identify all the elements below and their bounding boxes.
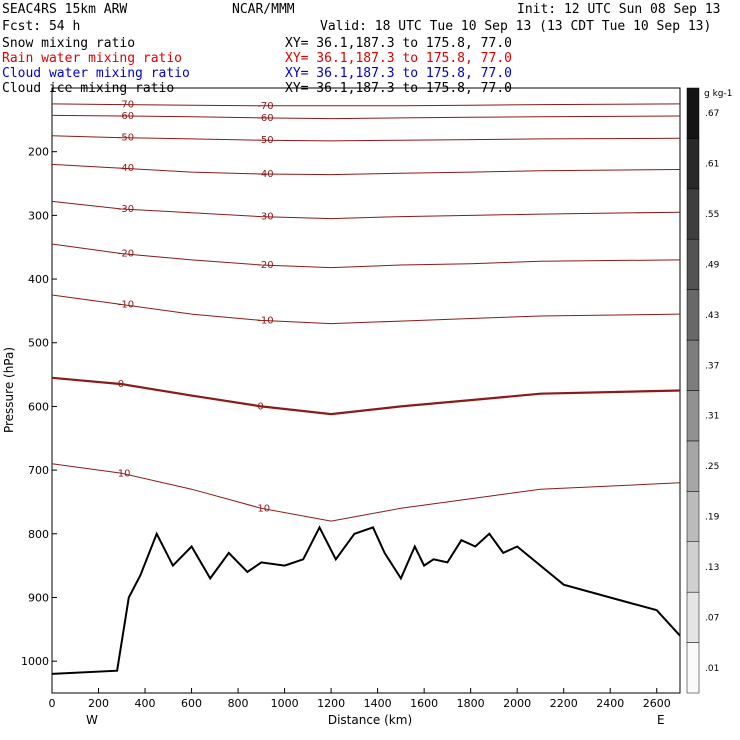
isotherm-label-minus50-2: -50: [257, 135, 273, 146]
colorbar-swatch: [686, 87, 700, 139]
x-tick-label: 400: [135, 697, 156, 710]
isotherm-label-minus60-2: -60: [257, 113, 273, 124]
isotherm-minus70: [51, 103, 681, 107]
valid-label: Valid: 18 UTC Tue 10 Sep 13 (13 CDT Tue …: [320, 19, 711, 34]
init-label: Init: 12 UTC Sun 08 Sep 13: [517, 2, 721, 17]
isotherm-minus20: [51, 243, 681, 269]
y-tick-label: 500: [28, 337, 49, 350]
colorbar-swatch: [686, 591, 700, 643]
plot-frame: [51, 87, 681, 694]
colorbar-tick-label: .31: [705, 412, 719, 422]
x-end-label-west: W: [86, 713, 98, 727]
y-tick-label: 800: [28, 528, 49, 541]
x-tick-label: 1000: [271, 697, 299, 710]
isotherm-label-minus70-2: -70: [257, 101, 273, 112]
y-tick-label: 700: [28, 464, 49, 477]
plot-area: -70 -70-60 -60-50 -50-40-40-30-30-20-20-10-…: [21, 87, 681, 710]
isotherm-minus30: [51, 200, 681, 220]
x-tick-label: 2600: [643, 697, 671, 710]
isotherm-label-minus30: -30: [118, 204, 134, 215]
isotherm-label-10: 10: [118, 468, 131, 479]
isotherm-minus40: [51, 163, 681, 176]
legend-cloudwater-xy: XY= 36.1,187.3 to 175.8, 77.0: [285, 66, 512, 81]
isotherm-label-minus70: -70: [118, 100, 134, 111]
colorbar-tick-label: .67: [705, 109, 719, 119]
terrain-line: [51, 525, 681, 675]
isotherm-minus10: [51, 294, 681, 325]
y-tick-label: 300: [28, 209, 49, 222]
colorbar-swatch: [686, 440, 700, 492]
y-tick-label: 1000: [21, 655, 49, 668]
colorbar-tick-label: .55: [705, 210, 719, 220]
isotherm-label-minus10-2: -10: [257, 315, 273, 326]
fcst-label: Fcst: 54 h: [2, 19, 80, 34]
colorbar-swatch: [686, 541, 700, 593]
x-end-label-east: E: [657, 713, 665, 727]
x-tick-label: 1400: [364, 697, 392, 710]
colorbar-swatch: [686, 188, 700, 240]
isotherm-label-minus20: -20: [118, 249, 134, 260]
x-tick-label: 0: [49, 697, 56, 710]
x-tick-label: 800: [228, 697, 249, 710]
isotherm-label-0-2: 0: [257, 401, 263, 412]
isotherm-10: [51, 463, 681, 522]
isotherm-label-minus20-2: -20: [257, 260, 273, 271]
colorbar-tick-label: .61: [705, 160, 719, 170]
isotherm-minus60: [51, 114, 681, 120]
isotherm-0: [51, 376, 681, 416]
colorbar-swatch: [686, 239, 700, 290]
colorbar-tick-label: .13: [705, 563, 719, 573]
y-tick-label: 600: [28, 400, 49, 413]
model-title: SEAC4RS 15km ARW: [2, 2, 127, 17]
colorbar-tick-label: .19: [705, 513, 720, 523]
x-tick-label: 600: [181, 697, 202, 710]
center-label: NCAR/MMM: [232, 2, 295, 17]
colorbar-unit: g kg-1: [704, 89, 732, 99]
legend-rain-xy: XY= 36.1,187.3 to 175.8, 77.0: [285, 51, 512, 66]
x-tick-label: 2000: [503, 697, 531, 710]
x-tick-label: 2200: [550, 697, 578, 710]
legend-snow-xy: XY= 36.1,187.3 to 175.8, 77.0: [285, 36, 512, 51]
colorbar-tick-label: .37: [705, 361, 719, 371]
isotherm-label-minus30-2: -30: [257, 212, 273, 223]
colorbar-tick-label: .01: [705, 664, 719, 674]
isotherm-label-minus40-2: -40: [257, 169, 273, 180]
legend-cloudwater-name: Cloud water mixing ratio: [2, 66, 190, 81]
colorbar-tick-label: .49: [705, 260, 720, 270]
x-axis-label: Distance (km): [328, 713, 412, 727]
y-axis-label: Pressure (hPa): [2, 347, 16, 433]
x-tick-label: 1600: [410, 697, 438, 710]
y-tick-label: 400: [28, 273, 49, 286]
colorbar-swatch: [686, 138, 700, 190]
isotherm-label-10-2: 10: [257, 503, 270, 514]
colorbar-tick-label: .25: [705, 462, 719, 472]
legend-rain-name: Rain water mixing ratio: [2, 51, 182, 66]
colorbar-swatch: [686, 491, 700, 543]
isotherm-label-minus10: -10: [118, 300, 134, 311]
x-tick-label: 1800: [457, 697, 485, 710]
legend-snow-name: Snow mixing ratio: [2, 36, 135, 51]
colorbar-swatch: [686, 339, 700, 391]
colorbar-tick-label: .07: [705, 613, 719, 623]
isotherm-label-minus50: -50: [118, 133, 134, 144]
isotherm-label-minus40: -40: [118, 163, 134, 174]
colorbar: .01 .07 .13 .19 .25 .31 .37 .43 .49 .55 .61 .67: [686, 87, 720, 694]
x-tick-label: 2400: [596, 697, 624, 710]
y-tick-label: 900: [28, 591, 49, 604]
isotherm-minus50: [51, 135, 681, 142]
isotherm-label-minus60: -60: [118, 111, 134, 122]
x-tick-label: 1200: [317, 697, 345, 710]
isotherm-label-0: 0: [118, 379, 124, 390]
colorbar-swatch: [686, 642, 700, 694]
colorbar-swatch: [686, 289, 700, 341]
colorbar-swatch: [686, 390, 700, 442]
colorbar-tick-label: .43: [705, 311, 719, 321]
y-tick-label: 200: [28, 146, 49, 159]
x-tick-label: 200: [88, 697, 109, 710]
